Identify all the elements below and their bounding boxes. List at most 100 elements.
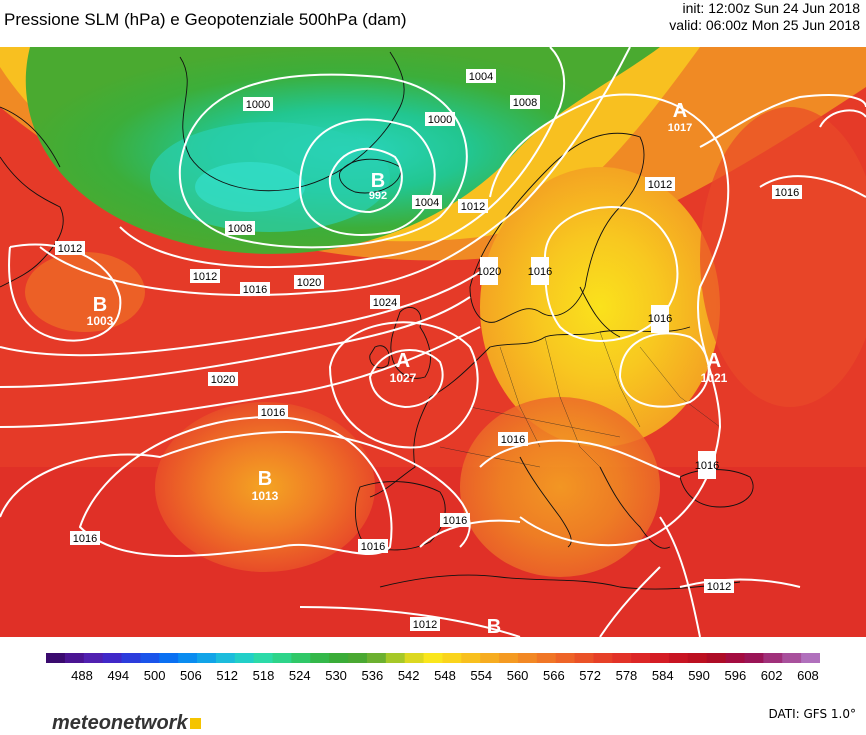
color-scale-swatch <box>555 653 576 663</box>
color-scale-swatch <box>612 653 632 663</box>
low-center-algeria: B <box>487 616 501 637</box>
isobar-label: 1012 <box>704 579 734 593</box>
isobar-label: 1020 <box>208 372 238 386</box>
color-scale-label: 494 <box>107 668 130 683</box>
color-scale-swatch <box>480 653 500 663</box>
isobar-label: 1024 <box>370 295 400 309</box>
color-scale-label: 542 <box>397 668 420 683</box>
color-scale-swatch <box>366 653 387 663</box>
color-scale-swatch <box>706 653 727 663</box>
country-borders <box>439 331 721 468</box>
color-scale-label: 518 <box>252 668 275 683</box>
color-scale-swatch <box>744 653 764 663</box>
europe-ridge <box>480 167 720 447</box>
svg-text:1004: 1004 <box>415 197 439 209</box>
svg-text:A: A <box>396 350 410 372</box>
svg-text:1012: 1012 <box>707 581 731 593</box>
color-scale-swatch <box>121 653 141 663</box>
color-scale-swatch <box>385 653 406 663</box>
color-scale-label: 578 <box>615 668 638 683</box>
svg-text:1016: 1016 <box>261 407 285 419</box>
svg-text:1012: 1012 <box>648 179 672 191</box>
isobar-label: 1012 <box>190 269 220 283</box>
color-scale-swatch <box>517 653 538 663</box>
color-scale-swatch <box>574 653 594 663</box>
color-scale-label: 560 <box>506 668 529 683</box>
high-center-ireland: A 1027 <box>390 350 417 385</box>
isobar-label: 1016 <box>695 451 719 479</box>
isobar-label: 1016 <box>528 257 552 285</box>
svg-text:1027: 1027 <box>390 371 417 385</box>
isobar-label: 1008 <box>225 221 255 235</box>
isobar-label: 1004 <box>466 69 496 83</box>
svg-text:A: A <box>707 350 721 372</box>
isobars <box>0 47 866 637</box>
svg-text:1000: 1000 <box>246 99 270 111</box>
svg-text:1016: 1016 <box>243 284 267 296</box>
svg-text:1016: 1016 <box>648 313 672 325</box>
isobar-label: 1012 <box>55 241 85 255</box>
color-scale-swatch <box>687 653 708 663</box>
isobar-label: 1016 <box>240 282 270 296</box>
color-scale-swatch <box>650 653 670 663</box>
color-scale-label: 584 <box>651 668 674 683</box>
svg-text:B: B <box>487 616 501 637</box>
map-title: Pressione SLM (hPa) e Geopotenziale 500h… <box>4 10 407 29</box>
color-scale-labels: 488 494 500 506 512 518 524 530 536 542 548 554 560 5… <box>46 665 820 683</box>
color-scale-swatch <box>178 653 198 663</box>
svg-text:1017: 1017 <box>668 122 692 134</box>
isobar-label: 1012 <box>410 617 440 631</box>
color-scale-swatch <box>140 653 160 663</box>
color-scale-label: 590 <box>688 668 710 683</box>
color-scale-label: 500 <box>143 668 166 683</box>
svg-text:B: B <box>258 468 272 490</box>
color-scale-swatch <box>215 653 236 663</box>
isobar-label: 1000 <box>243 97 273 111</box>
high-center-russia: A 1021 <box>701 350 728 385</box>
color-scale <box>46 653 820 663</box>
isobar-label: 1016 <box>772 185 802 199</box>
color-scale-swatch <box>404 653 425 663</box>
svg-text:1016: 1016 <box>73 533 97 545</box>
color-scale-label: 608 <box>797 668 819 683</box>
init-time: init: 12:00z Sun 24 Jun 2018 <box>682 0 860 16</box>
isobar-label: 1008 <box>510 95 540 109</box>
color-scale-label: 530 <box>325 668 347 683</box>
svg-text:1000: 1000 <box>428 114 452 126</box>
atlantic-warm <box>155 402 375 572</box>
isobar-label: 1016 <box>648 305 672 333</box>
isobar-label: 1016 <box>358 539 388 553</box>
color-scale-label: 602 <box>760 668 783 683</box>
isobar-label: 1012 <box>645 177 675 191</box>
color-scale-swatch <box>668 653 689 663</box>
isobar-labels: 1000 1004 1000 1008 1004 1012 1008 1012 … <box>55 69 802 631</box>
color-scale-label: 596 <box>724 668 747 683</box>
isobar-label: 1020 <box>294 275 324 289</box>
isobar-label: 1016 <box>498 432 528 446</box>
color-scale-swatch <box>782 653 802 663</box>
isobar-label: 1012 <box>458 199 488 213</box>
color-scale-swatch <box>329 653 349 663</box>
color-scale-swatch <box>536 653 557 663</box>
color-scale-swatch <box>499 653 519 663</box>
color-scale-swatch <box>253 653 274 663</box>
color-scale-swatch <box>46 653 66 663</box>
svg-text:1016: 1016 <box>443 515 467 527</box>
color-scale-swatch <box>234 653 255 663</box>
pressure-centers: B 992 B 1003 B 1013 A 1027 A 1021 A 1017… <box>87 100 728 637</box>
run-info: init: 12:00z Sun 24 Jun 2018 valid: 06:0… <box>669 0 860 34</box>
isobar-label: 1020 <box>477 257 501 285</box>
svg-text:1020: 1020 <box>477 266 501 278</box>
color-scale-label: 536 <box>361 668 384 683</box>
svg-text:1012: 1012 <box>461 201 485 213</box>
color-scale-swatch <box>197 653 217 663</box>
svg-text:A: A <box>673 100 687 122</box>
color-scale-swatch <box>83 653 104 663</box>
color-scale-swatch <box>310 653 330 663</box>
color-scale-swatch <box>593 653 613 663</box>
svg-text:1003: 1003 <box>87 314 114 328</box>
color-scale-swatch <box>102 653 123 663</box>
svg-text:1020: 1020 <box>297 277 321 289</box>
svg-text:1024: 1024 <box>373 297 397 309</box>
isobar-label: 1004 <box>412 195 442 209</box>
